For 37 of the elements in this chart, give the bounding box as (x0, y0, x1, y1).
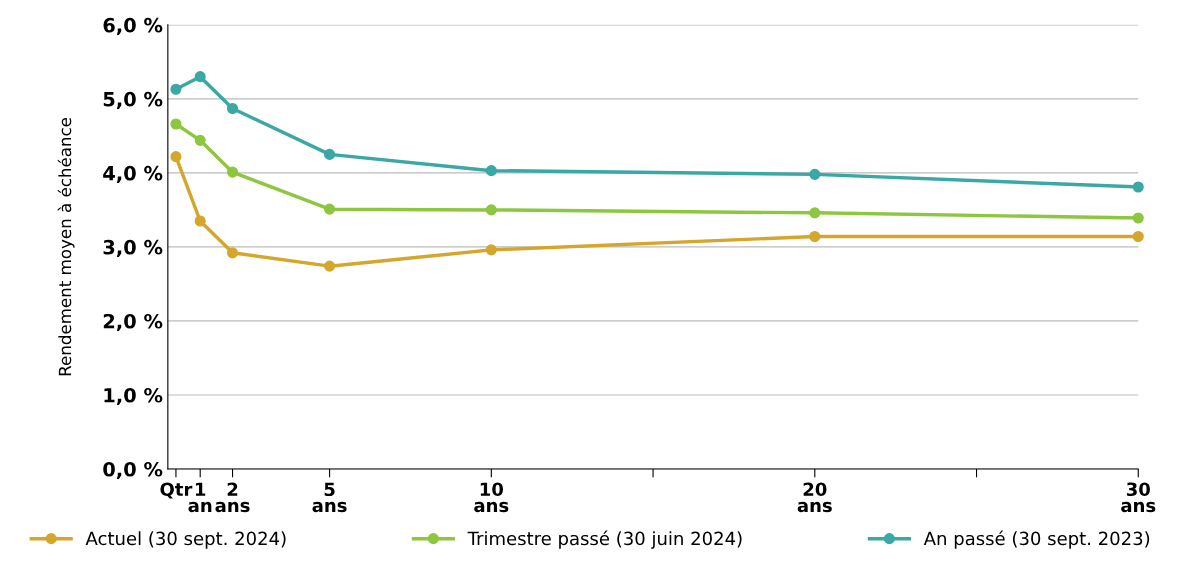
point (809, 230, 821, 243)
point (485, 165, 497, 177)
point (485, 204, 497, 216)
point (226, 247, 239, 259)
point (1132, 181, 1144, 193)
legend-label: Trimestre passé (30 juin 2024) (467, 530, 742, 549)
y-tick-label: 6,0 % (103, 17, 163, 36)
point (170, 83, 182, 95)
x-tick-label: 10 ans (474, 482, 509, 513)
x-tick-label: 2 ans (215, 482, 250, 513)
point (809, 168, 821, 180)
legend-label: An passé (30 sept. 2023) (923, 530, 1150, 549)
y-tick-label: 2,0 % (103, 313, 163, 332)
point (1132, 212, 1144, 224)
point (324, 260, 336, 272)
y-tick-label: 1,0 % (104, 387, 163, 406)
legend-label: Actuel (30 sept. 2024) (85, 531, 286, 549)
point (809, 207, 821, 219)
point (194, 71, 206, 83)
point (324, 148, 336, 160)
x-tick-label: 30 ans (1121, 482, 1156, 513)
point (194, 134, 206, 146)
y-tick-label: 3,0 % (103, 239, 163, 258)
point (170, 151, 182, 163)
point (485, 244, 497, 256)
point (226, 166, 239, 178)
y-tick-label: 0,0 % (103, 461, 163, 480)
x-tick-label: 20 ans (797, 482, 832, 513)
x-tick-label: 5 ans (312, 482, 347, 513)
point (1132, 230, 1144, 243)
point (226, 102, 239, 115)
point (194, 215, 206, 227)
y-tick-label: 4,0 % (103, 165, 163, 184)
point (324, 203, 336, 215)
y-tick-label: 5,0 % (103, 91, 163, 110)
y-axis-title: Rendement moyen à échéance (57, 117, 75, 376)
point (170, 118, 182, 130)
